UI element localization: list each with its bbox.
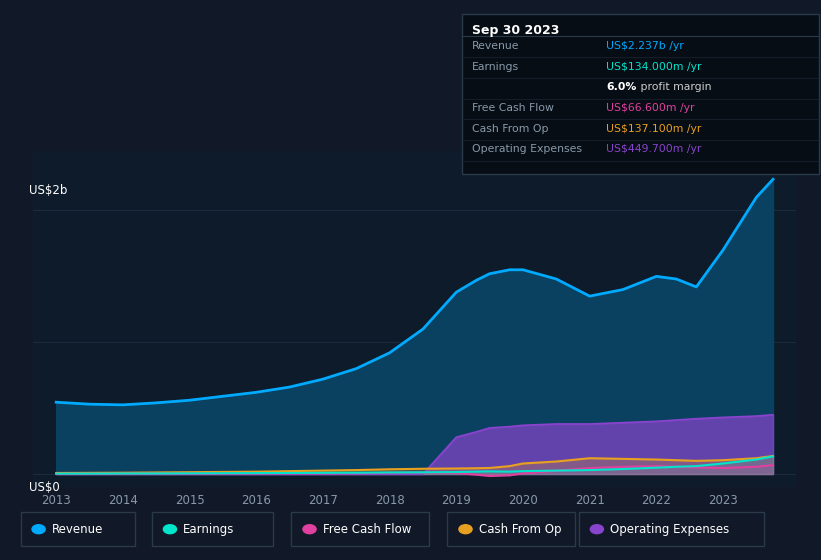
Text: US$137.100m /yr: US$137.100m /yr bbox=[606, 124, 701, 134]
Text: 6.0%: 6.0% bbox=[606, 82, 636, 92]
Text: US$449.700m /yr: US$449.700m /yr bbox=[606, 144, 701, 155]
Text: Free Cash Flow: Free Cash Flow bbox=[472, 103, 554, 113]
Text: Earnings: Earnings bbox=[183, 522, 235, 536]
Text: Cash From Op: Cash From Op bbox=[479, 522, 561, 536]
Text: Free Cash Flow: Free Cash Flow bbox=[323, 522, 411, 536]
Text: US$0: US$0 bbox=[29, 480, 60, 494]
Text: Revenue: Revenue bbox=[52, 522, 103, 536]
Text: US$2.237b /yr: US$2.237b /yr bbox=[606, 41, 684, 51]
Text: Operating Expenses: Operating Expenses bbox=[472, 144, 582, 155]
Text: US$134.000m /yr: US$134.000m /yr bbox=[606, 62, 701, 72]
Text: Cash From Op: Cash From Op bbox=[472, 124, 548, 134]
Text: US$66.600m /yr: US$66.600m /yr bbox=[606, 103, 695, 113]
Text: Operating Expenses: Operating Expenses bbox=[610, 522, 729, 536]
Text: Earnings: Earnings bbox=[472, 62, 519, 72]
Text: Revenue: Revenue bbox=[472, 41, 520, 51]
Text: US$2b: US$2b bbox=[29, 184, 67, 197]
Text: Sep 30 2023: Sep 30 2023 bbox=[472, 24, 559, 37]
Text: profit margin: profit margin bbox=[637, 82, 712, 92]
